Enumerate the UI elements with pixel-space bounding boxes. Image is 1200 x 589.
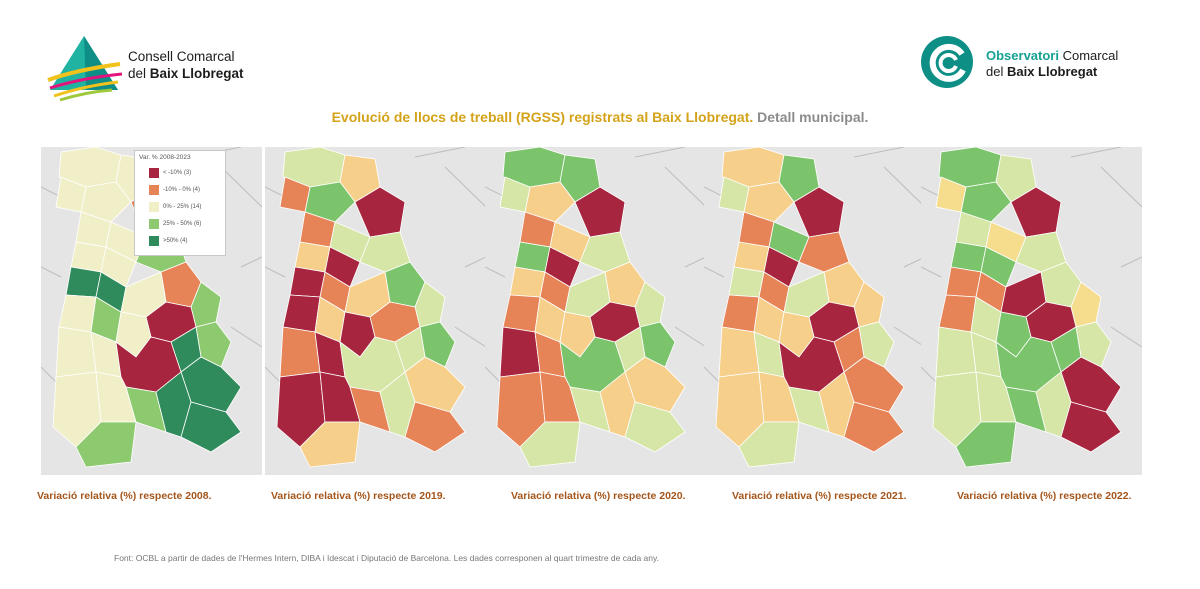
map-caption-1: Variació relativa (%) respecte 2008. — [37, 490, 212, 502]
municipality-region — [574, 186, 626, 238]
consell-triangle-logo-icon — [47, 36, 123, 102]
observatori-swirl-logo-icon — [921, 36, 973, 88]
page-title: Evolució de llocs de treball (RGSS) regi… — [0, 109, 1200, 125]
observatori-name-bold: Baix Llobregat — [1006, 64, 1098, 79]
choropleth-map-2 — [265, 147, 486, 468]
municipality-region — [55, 326, 97, 378]
municipality-region — [793, 186, 845, 238]
map-caption-3: Variació relativa (%) respecte 2020. — [511, 490, 686, 502]
consell-name: Consell Comarcal del Baix Llobregat — [128, 48, 244, 82]
observatori-name: Observatori Comarcal del Baix Llobregat — [986, 48, 1118, 80]
observatori-name-prefix: del — [986, 64, 1007, 79]
legend-label: 0% - 25% (14) — [163, 204, 202, 210]
choropleth-map-3 — [485, 147, 706, 468]
municipality-region — [624, 401, 686, 453]
observatori-name-highlight: Observatori — [986, 48, 1059, 63]
map-panel-2: Var. % 2019-2023< 0% (6)0% - 5% (5)5% - … — [265, 147, 486, 475]
legend-item: -10% - 0% (4) — [149, 185, 223, 195]
municipality-region — [354, 186, 406, 238]
municipality-region — [75, 421, 137, 468]
municipality-region — [728, 266, 765, 298]
municipality-region — [65, 266, 102, 298]
legend-swatch — [149, 202, 159, 212]
municipality-region — [955, 421, 1017, 468]
page-title-main: Evolució de llocs de treball (RGSS) regi… — [331, 109, 754, 125]
legend-item: < -10% (3) — [149, 168, 223, 178]
observatori-name-rest: Comarcal — [1058, 48, 1119, 63]
municipality-region — [499, 326, 541, 378]
legend-swatch — [149, 236, 159, 246]
legend-swatch — [149, 185, 159, 195]
municipality-region — [289, 266, 326, 298]
consell-name-prefix: del — [128, 66, 150, 81]
legend-swatch — [149, 168, 159, 178]
municipality-region — [843, 401, 905, 453]
legend-item: >50% (4) — [149, 236, 223, 246]
municipality-region — [1060, 401, 1122, 453]
map-panel-5: Var. % 2022-2023< -2.5% (5)-2.5% - 0% (3… — [921, 147, 1142, 475]
municipality-region — [945, 266, 982, 298]
map-panel-3: Var. % 2020-2023< 0% (4)0% - 5% (4)5% - … — [485, 147, 706, 475]
legend-label: -10% - 0% (4) — [163, 187, 201, 193]
municipality-region — [519, 421, 581, 468]
background-boundaries — [265, 147, 486, 383]
municipality-region — [279, 326, 321, 378]
legend-swatch — [149, 219, 159, 229]
municipality-region — [299, 421, 361, 468]
municipality-region — [404, 401, 466, 453]
choropleth-map-5 — [921, 147, 1142, 468]
map-caption-4: Variació relativa (%) respecte 2021. — [732, 490, 907, 502]
municipality-region — [180, 401, 242, 453]
background-boundaries — [921, 147, 1142, 383]
observatori-logo: Observatori Comarcal del Baix Llobregat — [918, 34, 1178, 94]
source-note: Font: OCBL a partir de dades de l'Hermes… — [114, 553, 659, 563]
municipality-region — [509, 266, 546, 298]
municipality-region — [721, 294, 760, 333]
municipality-region — [938, 294, 977, 333]
legend-label: < -10% (3) — [163, 170, 192, 176]
map-caption-2: Variació relativa (%) respecte 2019. — [271, 490, 446, 502]
legend-item: 0% - 25% (14) — [149, 202, 223, 212]
municipality-region — [935, 326, 977, 378]
consell-name-line1: Consell Comarcal — [128, 49, 235, 64]
page-title-sub: Detall municipal. — [753, 109, 869, 125]
map-panel-4: Var. % 2021-2023< 0% (5)0% - 5% (7)5% - … — [704, 147, 925, 475]
consell-comarcal-logo: Consell Comarcal del Baix Llobregat — [46, 34, 306, 104]
legend-title: Var. % 2008-2023 — [139, 154, 191, 161]
map-caption-5: Variació relativa (%) respecte 2022. — [957, 490, 1132, 502]
municipality-region — [738, 421, 800, 468]
legend-item: 25% - 50% (6) — [149, 219, 223, 229]
map-legend: Var. % 2008-2023 < -10% (3) -10% - 0% (4) 0… — [134, 150, 226, 256]
municipality-region — [282, 294, 321, 333]
consell-name-bold: Baix Llobregat — [149, 66, 244, 81]
municipality-region — [502, 294, 541, 333]
legend-label: >50% (4) — [163, 238, 188, 244]
municipality-region — [1010, 186, 1062, 238]
observatori-name-line2: del Baix Llobregat — [986, 64, 1118, 80]
observatori-name-line1: Observatori Comarcal — [986, 48, 1118, 64]
legend-label: 25% - 50% (6) — [163, 221, 202, 227]
choropleth-map-4 — [704, 147, 925, 468]
municipality-region — [718, 326, 760, 378]
municipality-region — [58, 294, 97, 333]
background-boundaries — [704, 147, 925, 383]
background-boundaries — [485, 147, 706, 383]
map-panel-1: Var. % 2008-2023 < -10% (3) -10% - 0% (4) 0… — [41, 147, 262, 475]
consell-name-line2: del Baix Llobregat — [128, 65, 244, 82]
